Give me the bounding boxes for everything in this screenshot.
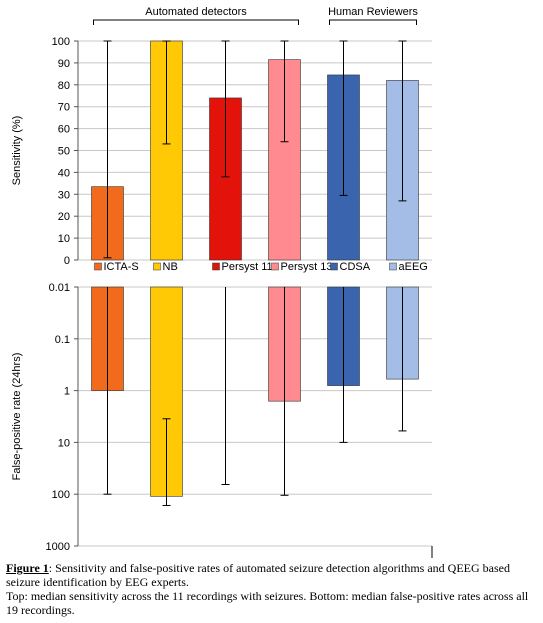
y-tick-label: 10 [58, 437, 70, 449]
y-tick-label: 100 [52, 36, 70, 48]
caption-text: : Sensitivity and false-positive rates o… [6, 561, 510, 589]
sensitivity-chart: 0 10 20 30 40 50 60 70 80 90 100 Sensitivity (%) [11, 36, 432, 267]
y-tick-label: 1 [64, 386, 70, 398]
figure-caption: Figure 1: Sensitivity and false-positive… [6, 561, 536, 617]
legend-swatch [330, 262, 338, 271]
legend-swatch [212, 262, 220, 271]
y-tick-label: 1000 [46, 541, 70, 553]
caption-line-1: Figure 1: Sensitivity and false-positive… [6, 561, 536, 589]
group-bracket [329, 19, 417, 25]
caption-line-2: Top: median sensitivity across the 11 re… [6, 589, 529, 617]
legend-swatch [153, 262, 161, 271]
y-axis-label: False-positive rate (24hrs) [11, 353, 23, 481]
y-tick-label: 0 [64, 255, 70, 267]
legend-swatch [271, 262, 279, 271]
y-tick-label: 80 [58, 80, 70, 92]
legend-swatch [389, 262, 397, 271]
y-tick-label: 0.01 [49, 282, 70, 294]
y-tick-label: 0.1 [55, 334, 70, 346]
group-bracket [93, 19, 299, 25]
legend-label: Persyst 13 [281, 261, 333, 273]
y-axis-label: Sensitivity (%) [11, 116, 23, 186]
y-tick-label: 10 [58, 233, 70, 245]
y-tick-label: 100 [52, 489, 70, 501]
figure: Automated detectors Human Reviewers 0 10 20… [11, 6, 433, 558]
legend-label: NB [163, 261, 178, 273]
y-tick-label: 20 [58, 211, 70, 223]
y-tick-label: 90 [58, 58, 70, 70]
legend-label: aEEG [399, 261, 428, 273]
group-label: Automated detectors [145, 6, 247, 18]
y-tick-label: 40 [58, 167, 70, 179]
false-positive-chart: 0.01 0.1 1 10 100 1000 False-positive rate (24… [11, 282, 432, 553]
legend-label: ICTA-S [104, 261, 139, 273]
y-tick-label: 30 [58, 189, 70, 201]
group-label: Human Reviewers [328, 6, 418, 18]
legend-label: Persyst 11 [222, 261, 273, 273]
caption-label: Figure 1 [6, 561, 49, 575]
y-tick-label: 50 [58, 146, 70, 158]
legend: ICTA-S NB Persyst 11 Persyst 13 CDSA aEEG [94, 261, 428, 273]
y-tick-label: 70 [58, 102, 70, 114]
y-tick-label: 60 [58, 124, 70, 136]
legend-label: CDSA [340, 261, 371, 273]
group-brackets: Automated detectors Human Reviewers [93, 6, 418, 25]
legend-swatch [94, 262, 102, 271]
